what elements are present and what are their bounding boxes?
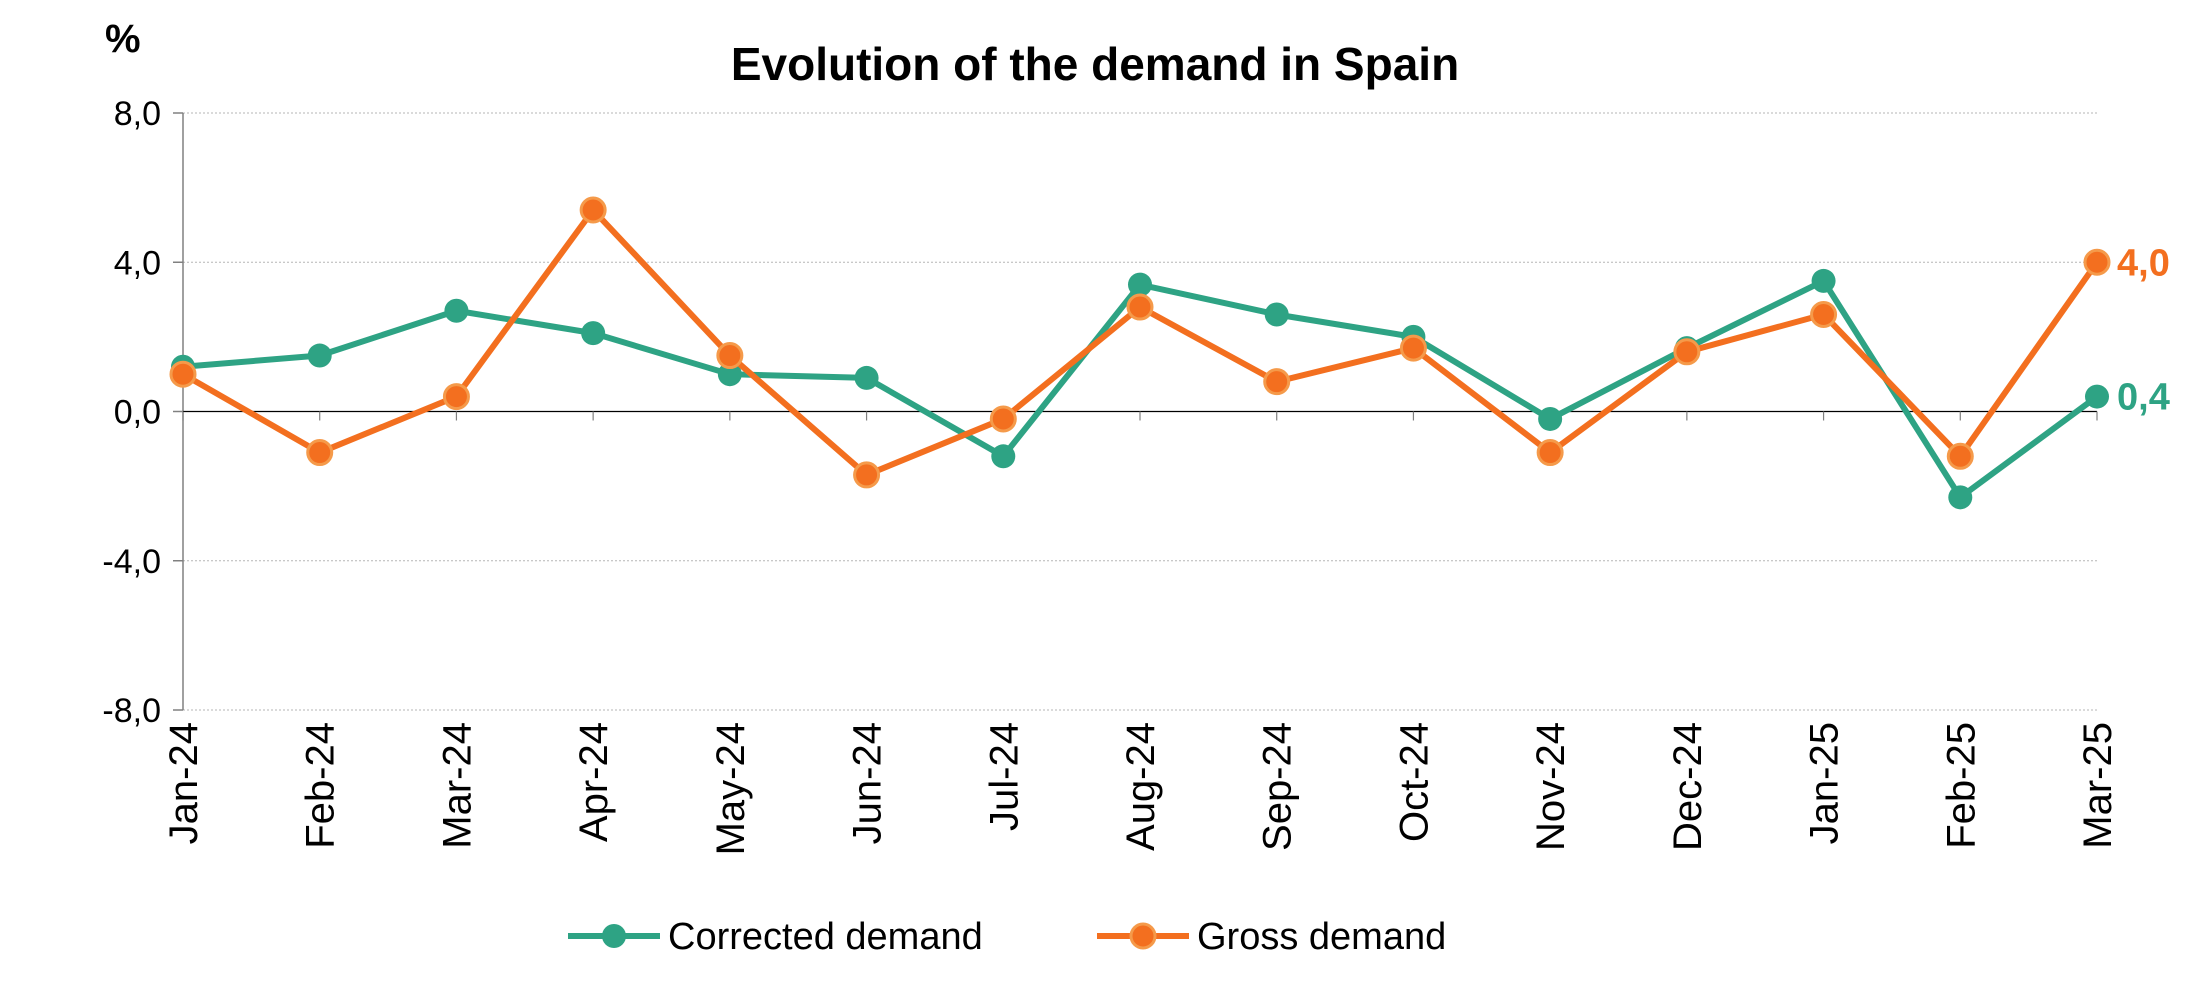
data-point	[1538, 406, 1563, 431]
chart-title: Evolution of the demand in Spain	[731, 38, 1459, 90]
x-tick-label: May-24	[709, 722, 753, 855]
data-point	[1264, 302, 1289, 327]
data-point	[169, 360, 197, 388]
data-point	[1810, 300, 1838, 328]
data-point	[1811, 268, 1836, 293]
x-tick-label: Jul-24	[982, 722, 1026, 831]
unit-label: %	[105, 17, 141, 61]
data-point	[853, 461, 881, 489]
y-tick-label: -4,0	[102, 543, 161, 581]
end-value-label: 0,4	[2117, 377, 2170, 419]
y-tick-label: 4,0	[114, 244, 161, 282]
legend-label: Corrected demand	[668, 916, 983, 958]
y-tick-label: 8,0	[114, 95, 161, 133]
data-point	[1128, 272, 1152, 297]
end-labels: 0,4 4,0	[2117, 242, 2170, 418]
x-axis-ticks: Jan-24 Feb-24 Mar-24 Apr-24 May-24 Jun-24 Jul-…	[162, 411, 2120, 855]
x-tick-label: Mar-25	[2076, 722, 2120, 849]
data-point	[444, 298, 469, 323]
data-point	[307, 343, 332, 368]
legend-swatch-marker	[1129, 922, 1157, 950]
x-tick-label: Apr-24	[572, 722, 616, 842]
x-tick-label: Jan-25	[1803, 722, 1847, 844]
data-point	[2083, 248, 2111, 276]
data-point	[579, 196, 607, 224]
x-tick-label: Feb-24	[299, 722, 343, 849]
x-tick-label: Mar-24	[435, 722, 479, 849]
data-point	[854, 365, 879, 390]
data-point	[581, 321, 606, 346]
data-point	[989, 405, 1017, 433]
data-point	[717, 362, 742, 387]
data-point	[442, 383, 470, 411]
end-value-label: 4,0	[2117, 242, 2170, 284]
data-point	[1948, 485, 1973, 510]
data-point	[1946, 442, 1974, 470]
x-tick-label: Feb-25	[1939, 722, 1983, 849]
series-line	[180, 207, 2100, 478]
data-point	[1399, 334, 1427, 362]
x-tick-label: Dec-24	[1666, 722, 1710, 851]
gridlines	[183, 112, 2097, 711]
x-tick-label: Sep-24	[1256, 722, 1300, 851]
x-tick-label: Oct-24	[1392, 722, 1436, 842]
series	[169, 196, 2111, 510]
data-point	[1126, 293, 1154, 321]
data-point	[1673, 338, 1701, 366]
y-axis-ticks: 8,0 4,0 0,0 -4,0 -8,0	[102, 95, 183, 730]
data-point	[306, 439, 334, 467]
data-point	[1536, 439, 1564, 467]
legend-swatch-marker	[602, 924, 626, 948]
x-tick-label: Aug-24	[1119, 722, 1163, 851]
x-tick-label: Jan-24	[162, 722, 206, 844]
data-point	[991, 444, 1016, 469]
y-tick-label: 0,0	[114, 394, 161, 432]
legend-label: Gross demand	[1197, 916, 1446, 958]
data-point	[2085, 384, 2109, 409]
x-tick-label: Nov-24	[1529, 722, 1573, 851]
x-tick-label: Jun-24	[846, 722, 890, 844]
data-point	[716, 342, 744, 370]
legend: Corrected demand Gross demand	[568, 916, 1446, 958]
data-point	[1263, 368, 1291, 396]
y-tick-label: -8,0	[102, 692, 161, 730]
